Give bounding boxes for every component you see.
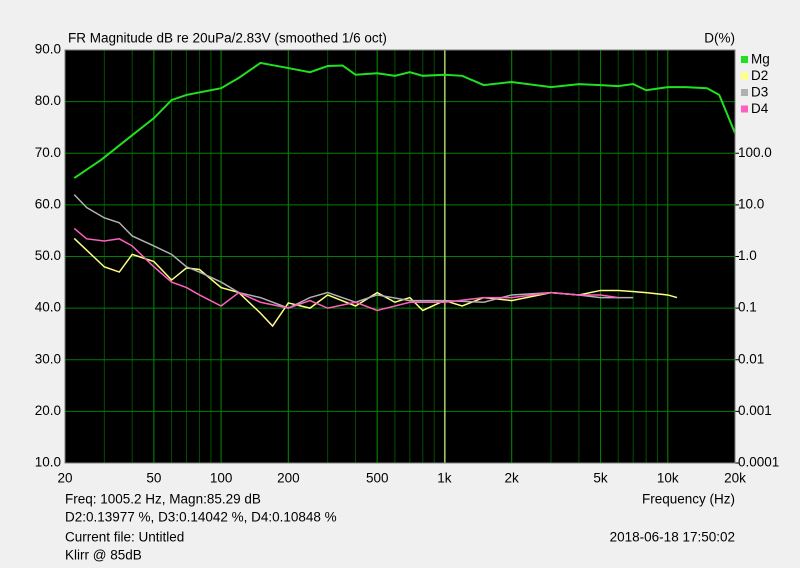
info-line: Klirr @ 85dB xyxy=(65,548,142,563)
y-tick-label: 60.0 xyxy=(35,196,61,211)
info-line: Current file: Untitled xyxy=(65,530,184,545)
y2-tick-label: 0.001 xyxy=(738,403,772,418)
y-tick-label: 20.0 xyxy=(35,403,61,418)
legend-swatch xyxy=(741,89,748,96)
y2-tick-label: 0.0001 xyxy=(738,455,779,470)
legend-swatch xyxy=(741,105,748,113)
x-tick-label: 2k xyxy=(505,471,520,486)
y-tick-label: 40.0 xyxy=(35,300,61,315)
y-tick-label: 90.0 xyxy=(35,42,61,57)
x-tick-label: 20 xyxy=(57,471,72,486)
info-line: Freq: 1005.2 Hz, Magn:85.29 dB xyxy=(65,492,261,507)
y2-tick-label: 1.0 xyxy=(738,248,757,263)
x-axis-label: Frequency (Hz) xyxy=(642,492,735,507)
y-tick-label: 80.0 xyxy=(35,93,61,108)
x-tick-label: 20k xyxy=(724,471,746,486)
y2-tick-label: 0.01 xyxy=(738,351,764,366)
y2-tick-label: 0.1 xyxy=(738,300,757,315)
x-tick-label: 100 xyxy=(210,471,233,486)
legend-label: D4 xyxy=(751,101,769,116)
y-tick-label: 50.0 xyxy=(35,248,61,263)
series-line xyxy=(73,227,619,312)
x-tick-label: 500 xyxy=(366,471,389,486)
y2-tick-label: 10.0 xyxy=(738,196,764,211)
plot-frame xyxy=(64,49,736,464)
x-tick-label: 1k xyxy=(437,471,452,486)
legend-swatch xyxy=(741,72,748,80)
chart-title: FR Magnitude dB re 20uPa/2.83V (smoothed… xyxy=(68,31,387,46)
y2-axis-label: D(%) xyxy=(704,31,735,46)
legend-label: Mg xyxy=(751,52,770,67)
timestamp: 2018-06-18 17:50:02 xyxy=(610,530,735,545)
legend-label: D2 xyxy=(751,68,768,83)
info-line: D2:0.13977 %, D3:0.14042 %, D4:0.10848 % xyxy=(65,510,337,525)
x-tick-label: 200 xyxy=(277,471,300,486)
series-line xyxy=(73,61,736,179)
x-tick-label: 10k xyxy=(657,471,679,486)
x-tick-label: 5k xyxy=(593,471,608,486)
legend-swatch xyxy=(741,56,748,63)
y-tick-label: 70.0 xyxy=(35,145,61,160)
legend-label: D3 xyxy=(751,85,768,100)
x-tick-label: 50 xyxy=(146,471,161,486)
y2-tick-label: 100.0 xyxy=(738,145,772,160)
y-tick-label: 10.0 xyxy=(35,455,61,470)
y-tick-label: 30.0 xyxy=(35,351,61,366)
